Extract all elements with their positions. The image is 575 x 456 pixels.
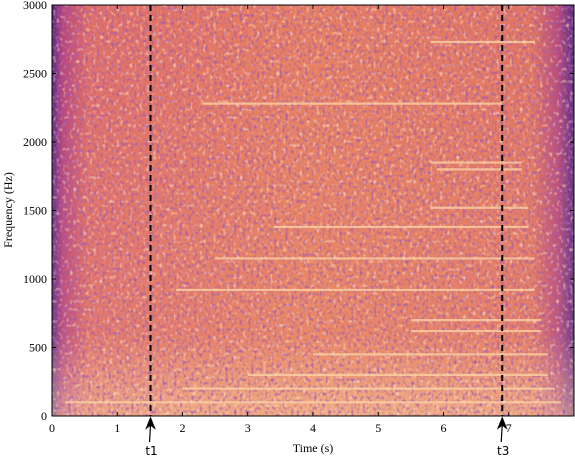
y-axis-label: Frequency (Hz) <box>1 172 15 248</box>
plot-area <box>52 5 574 416</box>
x-tick-label: 7 <box>506 421 512 435</box>
y-tick-label: 0 <box>41 409 47 423</box>
marker-label: t3 <box>497 444 509 456</box>
x-tick-label: 6 <box>441 421 447 435</box>
x-axis-label: Time (s) <box>293 441 334 455</box>
spectrogram-noise <box>52 5 574 416</box>
x-tick-label: 5 <box>375 421 381 435</box>
y-tick-label: 500 <box>29 341 47 355</box>
x-tick-label: 0 <box>49 421 55 435</box>
x-tick-label: 1 <box>114 421 120 435</box>
marker-label: t1 <box>145 444 157 456</box>
y-tick-label: 2500 <box>23 67 47 81</box>
marker-arrow <box>496 416 508 443</box>
x-tick-label: 2 <box>180 421 186 435</box>
y-tick-label: 2000 <box>23 135 47 149</box>
y-tick-label: 1500 <box>23 204 47 218</box>
x-tick-label: 4 <box>310 421 316 435</box>
marker-arrow <box>145 416 156 443</box>
x-tick-label: 3 <box>245 421 251 435</box>
y-tick-label: 3000 <box>23 0 47 12</box>
y-tick-label: 1000 <box>23 272 47 286</box>
